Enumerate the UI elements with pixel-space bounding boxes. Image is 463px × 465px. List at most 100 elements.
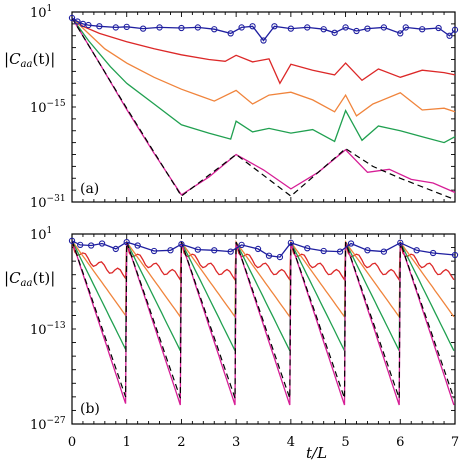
data-point bbox=[451, 251, 459, 259]
data-point bbox=[347, 240, 355, 247]
panel-b-x-ticks bbox=[71, 234, 456, 424]
ylabel-b-sub: aa bbox=[21, 278, 33, 289]
y-tick-label: 101 bbox=[30, 4, 52, 21]
series-line bbox=[71, 17, 456, 42]
data-point bbox=[380, 248, 388, 255]
data-point bbox=[211, 26, 218, 33]
y-tick-label-exponent: 1 bbox=[47, 226, 53, 236]
data-point bbox=[227, 30, 234, 37]
x-tick-label: 7 bbox=[451, 435, 459, 450]
panel-b-frame bbox=[71, 233, 456, 425]
data-point bbox=[331, 29, 338, 36]
y-tick-label: 10−27 bbox=[30, 416, 66, 433]
y-tick-label-base: 10 bbox=[30, 228, 47, 243]
data-point bbox=[260, 37, 267, 44]
panel-a-series bbox=[68, 14, 459, 201]
data-point bbox=[194, 246, 201, 253]
series-line bbox=[71, 240, 455, 351]
y-tick-label-base: 10 bbox=[30, 6, 47, 21]
data-point bbox=[134, 242, 141, 249]
data-point bbox=[123, 23, 130, 30]
data-point bbox=[178, 24, 185, 32]
data-point bbox=[238, 241, 245, 249]
data-point bbox=[265, 252, 273, 259]
y-tick-label-base: 10 bbox=[30, 101, 47, 116]
data-point bbox=[74, 18, 81, 25]
data-point bbox=[364, 25, 371, 32]
series-line bbox=[71, 17, 456, 196]
series-line bbox=[71, 17, 456, 85]
y-tick-label-base: 10 bbox=[30, 418, 47, 433]
data-point bbox=[194, 24, 201, 31]
data-point bbox=[96, 23, 103, 30]
data-point bbox=[353, 27, 360, 35]
y-tick-label: 10−15 bbox=[30, 99, 66, 116]
data-point bbox=[419, 26, 426, 33]
data-point bbox=[85, 21, 92, 29]
data-point bbox=[227, 248, 234, 255]
data-point bbox=[178, 241, 185, 248]
y-tick-label-base: 10 bbox=[30, 196, 47, 211]
data-point bbox=[112, 245, 119, 253]
data-point bbox=[271, 23, 278, 30]
y-tick-label-exponent: −31 bbox=[47, 194, 66, 204]
panel-a-label: (a) bbox=[80, 181, 99, 197]
data-point bbox=[397, 30, 404, 37]
ylabel-b-c: C bbox=[9, 269, 21, 287]
data-point bbox=[249, 23, 256, 30]
data-point bbox=[167, 247, 174, 254]
data-point bbox=[112, 24, 119, 31]
panel-a-ylabel: |Caa(t)| bbox=[4, 50, 55, 70]
data-point bbox=[150, 247, 158, 255]
y-tick-label: 101 bbox=[30, 226, 52, 243]
data-point bbox=[429, 249, 437, 257]
ylabel-a-c: C bbox=[9, 50, 21, 68]
series-line bbox=[71, 240, 455, 399]
series-line bbox=[71, 240, 455, 406]
y-tick-label-exponent: −15 bbox=[47, 99, 66, 109]
y-tick-label: 10−13 bbox=[30, 321, 66, 338]
data-point bbox=[364, 247, 371, 254]
data-point bbox=[77, 241, 84, 249]
x-tick-label: 5 bbox=[341, 435, 349, 450]
y-tick-label-exponent: −13 bbox=[47, 321, 66, 331]
data-point bbox=[413, 247, 420, 254]
data-point bbox=[320, 26, 327, 33]
x-axis-label: t/L bbox=[306, 444, 327, 462]
data-point bbox=[402, 24, 409, 31]
data-point bbox=[446, 32, 453, 39]
data-point bbox=[380, 24, 388, 31]
panel-a-x-ticks bbox=[71, 12, 456, 202]
y-tick-label: 10−31 bbox=[30, 194, 66, 211]
data-point bbox=[304, 245, 311, 252]
y-tick-label-exponent: 1 bbox=[47, 4, 53, 14]
data-point bbox=[342, 24, 349, 31]
data-point bbox=[88, 242, 95, 249]
data-point bbox=[320, 247, 327, 255]
series-line bbox=[71, 17, 456, 201]
data-point bbox=[238, 24, 245, 31]
x-tick-label: 1 bbox=[123, 435, 131, 450]
panel-b-label: (b) bbox=[80, 401, 100, 417]
ylabel-b-post: (t)| bbox=[32, 269, 55, 287]
y-tick-label-base: 10 bbox=[30, 323, 47, 338]
x-tick-label: 3 bbox=[232, 435, 240, 450]
series-line bbox=[71, 240, 456, 258]
data-point bbox=[254, 245, 262, 253]
data-point bbox=[156, 24, 163, 31]
y-tick-label-exponent: −27 bbox=[47, 416, 66, 426]
panel-b-ylabel: |Caa(t)| bbox=[4, 269, 55, 289]
ylabel-b-pre: | bbox=[4, 269, 9, 287]
series-line bbox=[71, 17, 456, 144]
data-point bbox=[451, 26, 459, 33]
data-point bbox=[139, 25, 147, 32]
data-point bbox=[211, 247, 218, 254]
x-tick-label: 6 bbox=[396, 435, 404, 450]
data-point bbox=[435, 24, 442, 32]
data-point bbox=[287, 25, 295, 32]
data-point bbox=[287, 239, 295, 246]
